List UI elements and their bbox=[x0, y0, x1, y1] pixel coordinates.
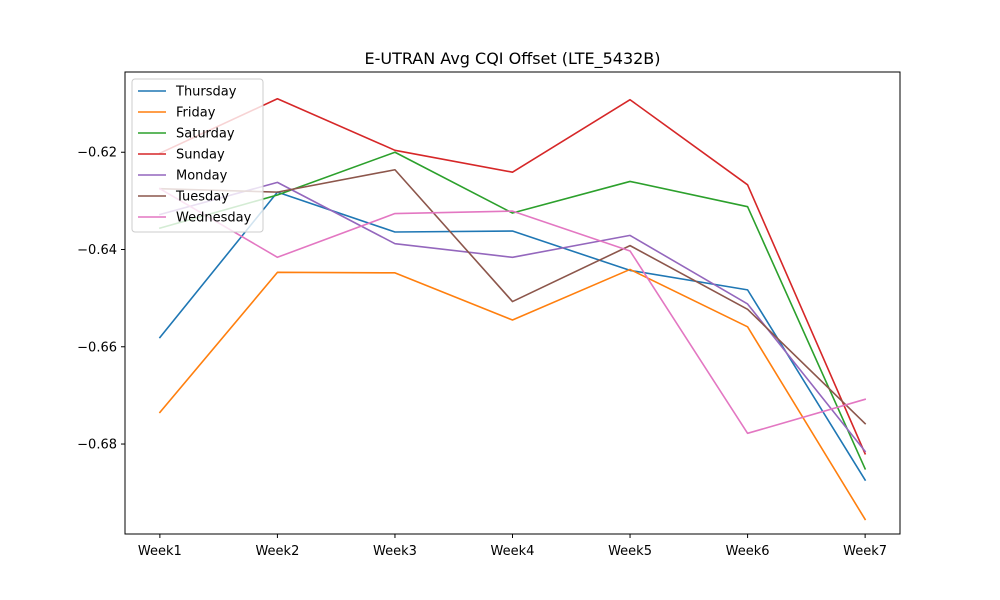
y-tick-label: −0.66 bbox=[77, 340, 117, 355]
legend-label-saturday: Saturday bbox=[176, 127, 235, 142]
series-line-monday bbox=[158, 181, 867, 453]
x-tick-label: Week5 bbox=[608, 544, 652, 559]
axes-layer: Week1 Week2 Week3 Week4 Week5 Week6 Week7 −0.62… bbox=[77, 71, 901, 559]
legend-label-thursday: Thursday bbox=[175, 85, 237, 100]
legend-label-monday: Monday bbox=[176, 169, 228, 184]
legend: Thursday Friday Saturday Sunday Monday Tuesda… bbox=[131, 78, 264, 233]
series-line-sunday bbox=[158, 97, 867, 455]
legend-label-friday: Friday bbox=[176, 106, 216, 121]
series-line-tuesday bbox=[159, 168, 867, 425]
chart-title: E-UTRAN Avg CQI Offset (LTE_5432B) bbox=[364, 49, 660, 69]
x-tick-label: Week3 bbox=[373, 544, 417, 559]
series-line-friday bbox=[158, 268, 867, 521]
series-layer bbox=[158, 97, 867, 521]
x-tick-label: Week6 bbox=[726, 544, 770, 559]
legend-label-tuesday: Tuesday bbox=[175, 190, 229, 205]
x-tick-label: Week1 bbox=[138, 544, 182, 559]
series-line-saturday bbox=[158, 151, 867, 470]
legend-label-sunday: Sunday bbox=[176, 148, 225, 163]
series-line-wednesday bbox=[158, 187, 867, 435]
y-tick-label: −0.62 bbox=[77, 146, 117, 161]
x-tick-label: Week4 bbox=[491, 544, 535, 559]
x-tick-label: Week7 bbox=[843, 544, 887, 559]
legend-box bbox=[131, 78, 264, 233]
x-tick-label: Week2 bbox=[255, 544, 299, 559]
legend-label-wednesday: Wednesday bbox=[176, 211, 252, 226]
y-tick-label: −0.64 bbox=[77, 243, 117, 258]
y-tick-label: −0.68 bbox=[77, 438, 117, 453]
